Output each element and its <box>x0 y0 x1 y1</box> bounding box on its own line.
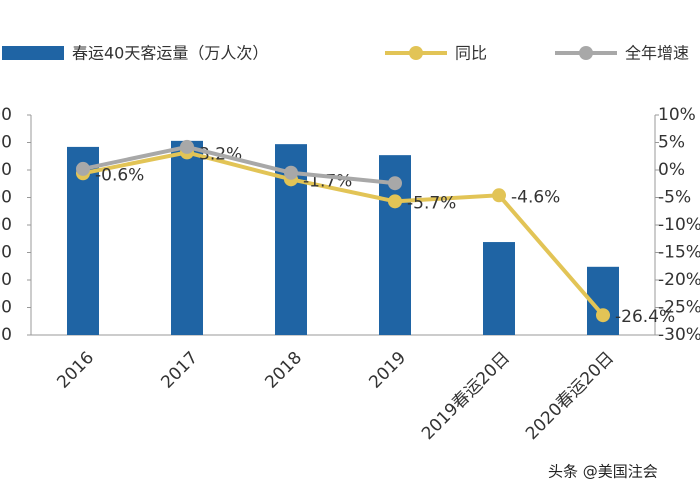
bar <box>483 242 515 335</box>
y2-tick-label: -25% <box>658 298 700 318</box>
y-tick-label: 350000 <box>0 133 12 153</box>
data-label: -26.4% <box>615 307 675 327</box>
data-label: -5.7% <box>407 193 456 213</box>
legend-swatch <box>409 46 423 60</box>
y-tick-label: 50000 <box>0 298 12 318</box>
y-tick-label: 250000 <box>0 188 12 208</box>
point <box>76 161 90 176</box>
x-tick-label: 2017 <box>157 348 202 393</box>
y-tick-label: 150000 <box>0 243 12 263</box>
point <box>284 165 298 180</box>
legend-label: 同比 <box>455 44 487 63</box>
y2-tick-label: -30% <box>658 325 700 345</box>
x-tick-label: 2020春运20日 <box>522 348 618 444</box>
line <box>82 144 396 186</box>
point <box>388 176 402 191</box>
y2-tick-label: 10% <box>658 105 696 125</box>
y2-tick-label: 0% <box>658 160 685 180</box>
legend-label: 春运40天客运量（万人次） <box>72 44 268 63</box>
y2-tick-label: 5% <box>658 133 685 153</box>
x-tick-label: 2019春运20日 <box>418 348 514 444</box>
point <box>388 194 402 209</box>
point <box>180 139 194 154</box>
y2-tick-label: -10% <box>658 215 700 235</box>
x-tick-label: 2016 <box>53 348 98 393</box>
x-tick-label: 2019 <box>365 348 410 393</box>
y-tick-label: 200000 <box>0 215 12 235</box>
y2-tick-label: -5% <box>658 188 691 208</box>
y-tick-label: 0 <box>1 325 12 345</box>
bar <box>171 140 203 335</box>
y-tick-label: 400000 <box>0 105 12 125</box>
y-tick-label: 100000 <box>0 270 12 290</box>
line <box>82 150 605 317</box>
legend-swatch <box>2 46 64 60</box>
legend-swatch <box>579 46 593 60</box>
data-label: -4.6% <box>511 187 560 207</box>
x-tick-label: 2018 <box>261 348 306 393</box>
y2-tick-label: -15% <box>658 243 700 263</box>
y-tick-label: 300000 <box>0 160 12 180</box>
legend-label: 全年增速 <box>625 44 689 63</box>
y2-tick-label: -20% <box>658 270 700 290</box>
point <box>596 308 610 323</box>
watermark: 头条 @美国注会 <box>548 463 658 481</box>
point <box>492 188 506 203</box>
data-label: -0.6% <box>95 165 144 185</box>
